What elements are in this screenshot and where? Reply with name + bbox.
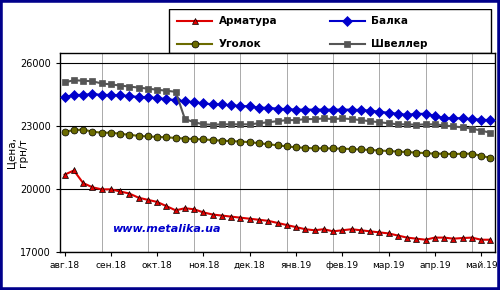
Text: Балка: Балка bbox=[371, 16, 408, 26]
Text: Швеллер: Швеллер bbox=[371, 39, 428, 49]
Y-axis label: Цена,
грн/т: Цена, грн/т bbox=[6, 137, 28, 168]
Text: Арматура: Арматура bbox=[219, 16, 278, 26]
Text: Уголок: Уголок bbox=[219, 39, 262, 49]
Text: www.metalika.ua: www.metalika.ua bbox=[112, 224, 220, 234]
FancyBboxPatch shape bbox=[169, 9, 490, 53]
